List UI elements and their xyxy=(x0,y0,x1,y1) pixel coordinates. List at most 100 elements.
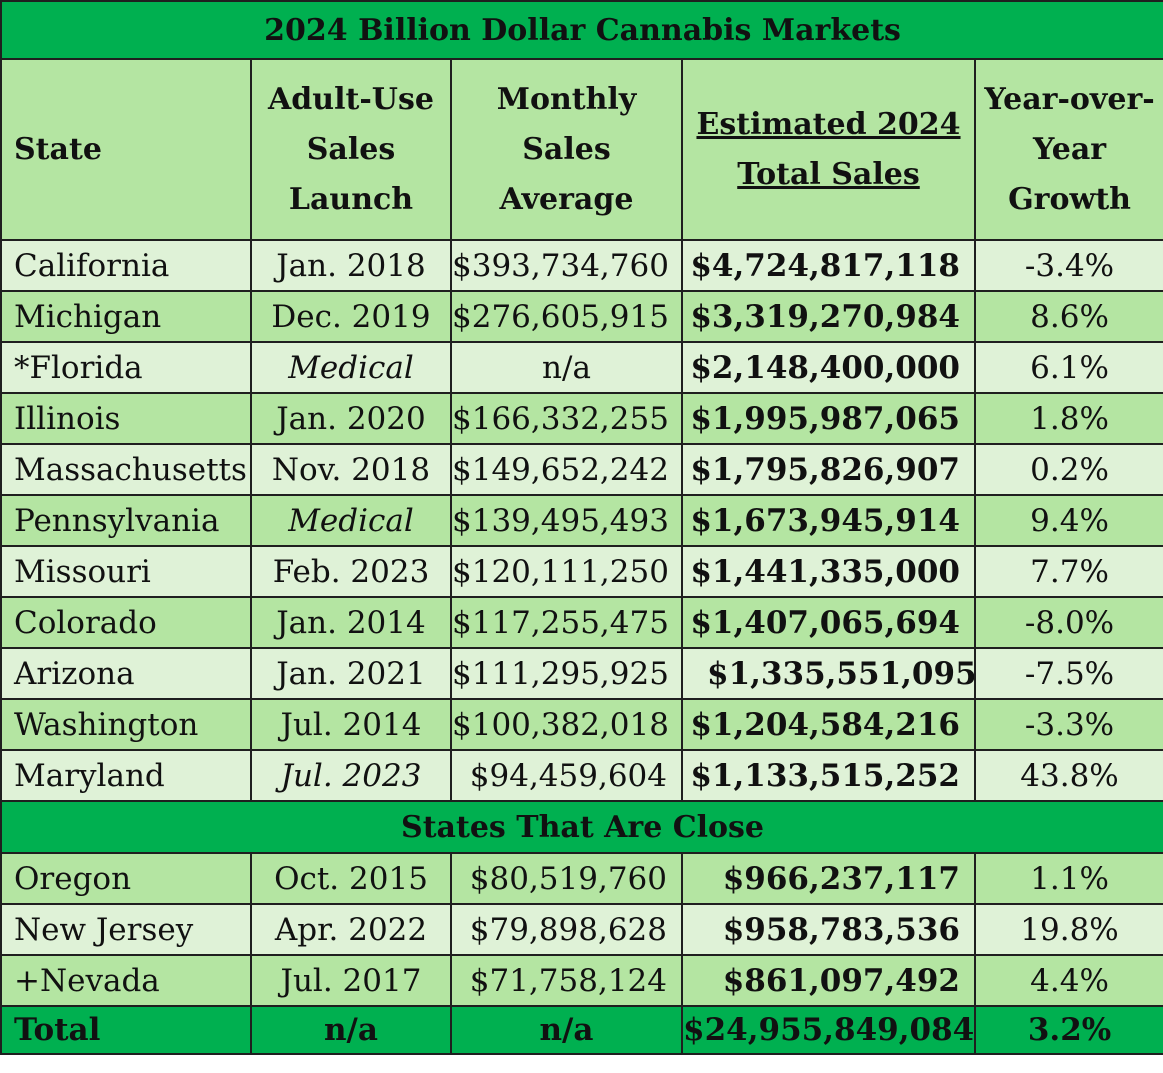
table-row: Pennsylvania Medical $139,495,493 $1,673… xyxy=(0,494,1163,547)
state-cell: Arizona xyxy=(0,647,252,700)
state-cell: California xyxy=(0,239,252,292)
state-cell: Pennsylvania xyxy=(0,494,252,547)
yoy-cell: -3.3% xyxy=(973,698,1163,751)
section-title: States That Are Close xyxy=(0,800,1163,854)
header-row: State Adult-Use Sales Launch Monthly Sal… xyxy=(0,58,1163,241)
launch-cell: Medical xyxy=(250,341,452,394)
title-row: 2024 Billion Dollar Cannabis Markets xyxy=(0,0,1163,60)
total-sales-cell: $1,133,515,252 xyxy=(681,749,976,802)
table-row: Arizona Jan. 2021 $111,295,925 $1,335,55… xyxy=(0,647,1163,700)
total-sales-cell: $1,407,065,694 xyxy=(681,596,976,649)
monthly-average-cell: $139,495,493 xyxy=(450,494,683,547)
yoy-cell: 1.8% xyxy=(973,392,1163,445)
state-cell: +Nevada xyxy=(0,954,252,1007)
table-title: 2024 Billion Dollar Cannabis Markets xyxy=(0,0,1163,60)
total-sales-cell: $1,441,335,000 xyxy=(681,545,976,598)
launch-cell: Jan. 2020 xyxy=(250,392,452,445)
monthly-average-cell: n/a xyxy=(450,341,683,394)
table-row: Washington Jul. 2014 $100,382,018 $1,204… xyxy=(0,698,1163,751)
yoy-cell: -8.0% xyxy=(973,596,1163,649)
yoy-cell: 19.8% xyxy=(973,903,1163,956)
yoy-cell: 4.4% xyxy=(973,954,1163,1007)
total-sales-cell: $2,148,400,000 xyxy=(681,341,976,394)
monthly-average-cell: $79,898,628 xyxy=(450,903,683,956)
monthly-average-cell: $94,459,604 xyxy=(450,749,683,802)
total-sales-cell: $966,237,117 xyxy=(681,852,976,905)
table-row: Illinois Jan. 2020 $166,332,255 $1,995,9… xyxy=(0,392,1163,445)
total-sales-cell: $1,204,584,216 xyxy=(681,698,976,751)
yoy-cell: 43.8% xyxy=(973,749,1163,802)
monthly-average-cell: $80,519,760 xyxy=(450,852,683,905)
yoy-cell: 7.7% xyxy=(973,545,1163,598)
yoy-cell: 8.6% xyxy=(973,290,1163,343)
monthly-average-cell: $166,332,255 xyxy=(450,392,683,445)
header-launch: Adult-Use Sales Launch xyxy=(250,58,452,241)
yoy-cell: -3.4% xyxy=(973,239,1163,292)
monthly-average-cell: $120,111,250 xyxy=(450,545,683,598)
state-cell: Oregon xyxy=(0,852,252,905)
grand-total-cell: $24,955,849,084 xyxy=(681,1005,976,1055)
launch-cell: Oct. 2015 xyxy=(250,852,452,905)
total-yoy-cell: 3.2% xyxy=(973,1005,1163,1055)
yoy-cell: 6.1% xyxy=(973,341,1163,394)
monthly-average-cell: $71,758,124 xyxy=(450,954,683,1007)
yoy-cell: 1.1% xyxy=(973,852,1163,905)
total-sales-cell: $1,335,551,095 xyxy=(681,647,976,700)
header-monthly-average: Monthly Sales Average xyxy=(450,58,683,241)
yoy-cell: -7.5% xyxy=(973,647,1163,700)
table-row: California Jan. 2018 $393,734,760 $4,724… xyxy=(0,239,1163,292)
state-cell: Illinois xyxy=(0,392,252,445)
header-state: State xyxy=(0,58,252,241)
yoy-cell: 9.4% xyxy=(973,494,1163,547)
launch-cell: Jul. 2017 xyxy=(250,954,452,1007)
state-cell: New Jersey xyxy=(0,903,252,956)
launch-cell: Jul. 2014 xyxy=(250,698,452,751)
state-cell: Colorado xyxy=(0,596,252,649)
monthly-average-cell: $117,255,475 xyxy=(450,596,683,649)
launch-cell: Medical xyxy=(250,494,452,547)
header-yoy-growth: Year-over-Year Growth xyxy=(973,58,1163,241)
table-row: Michigan Dec. 2019 $276,605,915 $3,319,2… xyxy=(0,290,1163,343)
table-row: New Jersey Apr. 2022 $79,898,628 $958,78… xyxy=(0,903,1163,956)
launch-cell: Jul. 2023 xyxy=(250,749,452,802)
section-row: States That Are Close xyxy=(0,800,1163,854)
state-cell: Michigan xyxy=(0,290,252,343)
header-estimated-total: Estimated 2024 Total Sales xyxy=(681,58,976,241)
table-row: Missouri Feb. 2023 $120,111,250 $1,441,3… xyxy=(0,545,1163,598)
total-sales-cell: $1,673,945,914 xyxy=(681,494,976,547)
launch-cell: Nov. 2018 xyxy=(250,443,452,496)
launch-cell: Jan. 2014 xyxy=(250,596,452,649)
table-row: Oregon Oct. 2015 $80,519,760 $966,237,11… xyxy=(0,852,1163,905)
monthly-average-cell: $149,652,242 xyxy=(450,443,683,496)
monthly-average-cell: $100,382,018 xyxy=(450,698,683,751)
total-average-cell: n/a xyxy=(450,1005,683,1055)
table-row: +Nevada Jul. 2017 $71,758,124 $861,097,4… xyxy=(0,954,1163,1007)
total-row: Total n/a n/a $24,955,849,084 3.2% xyxy=(0,1005,1163,1055)
table-row: Maryland Jul. 2023 $94,459,604 $1,133,51… xyxy=(0,749,1163,802)
total-label: Total xyxy=(0,1005,252,1055)
launch-cell: Jan. 2018 xyxy=(250,239,452,292)
total-sales-cell: $861,097,492 xyxy=(681,954,976,1007)
total-sales-cell: $958,783,536 xyxy=(681,903,976,956)
launch-cell: Jan. 2021 xyxy=(250,647,452,700)
total-sales-cell: $4,724,817,118 xyxy=(681,239,976,292)
yoy-cell: 0.2% xyxy=(973,443,1163,496)
total-sales-cell: $1,995,987,065 xyxy=(681,392,976,445)
launch-cell: Dec. 2019 xyxy=(250,290,452,343)
table-row: *Florida Medical n/a $2,148,400,000 6.1% xyxy=(0,341,1163,394)
total-sales-cell: $3,319,270,984 xyxy=(681,290,976,343)
monthly-average-cell: $111,295,925 xyxy=(450,647,683,700)
state-cell: Washington xyxy=(0,698,252,751)
launch-cell: Feb. 2023 xyxy=(250,545,452,598)
total-sales-cell: $1,795,826,907 xyxy=(681,443,976,496)
launch-cell: Apr. 2022 xyxy=(250,903,452,956)
state-cell: Massachusetts xyxy=(0,443,252,496)
state-cell: *Florida xyxy=(0,341,252,394)
state-cell: Missouri xyxy=(0,545,252,598)
total-launch-cell: n/a xyxy=(250,1005,452,1055)
state-cell: Maryland xyxy=(0,749,252,802)
table-row: Colorado Jan. 2014 $117,255,475 $1,407,0… xyxy=(0,596,1163,649)
monthly-average-cell: $276,605,915 xyxy=(450,290,683,343)
monthly-average-cell: $393,734,760 xyxy=(450,239,683,292)
